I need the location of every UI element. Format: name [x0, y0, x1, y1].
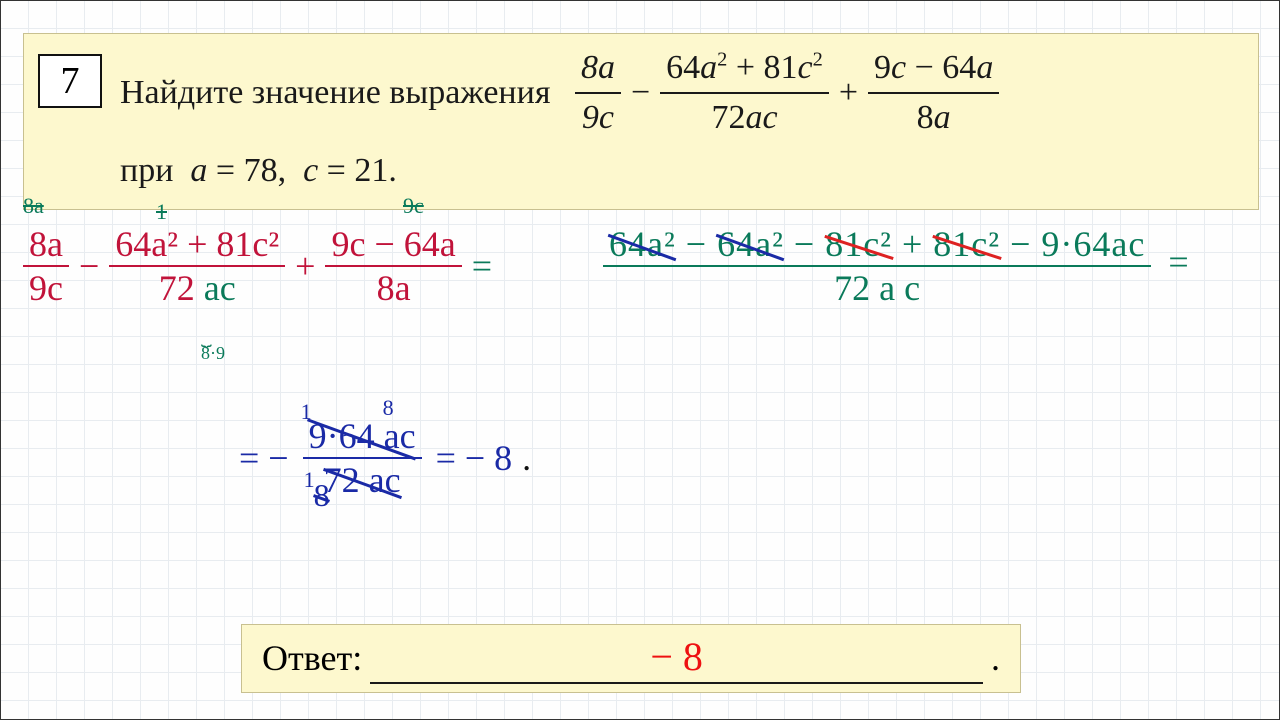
hw-minus: −	[79, 245, 99, 287]
answer-period: .	[991, 637, 1000, 679]
hw-multiplier-right: 9c	[403, 193, 424, 219]
problem-expression: Найдите значение выражения 8a 9c − 64a2 …	[120, 44, 1003, 141]
problem-box: 7 Найдите значение выражения 8a 9c − 64a…	[23, 33, 1259, 210]
hw-lhs: 8a 9c − 64a² + 81c² 72 ac + 9c − 64a 8a …	[19, 223, 492, 309]
hw-frac1: 8a 9c	[23, 223, 69, 309]
hw-multiplier-mid: 1	[156, 199, 167, 225]
problem-text: Найдите значение выражения 8a 9c − 64a2 …	[120, 44, 1003, 195]
hw-line2-num: 1 8 9·64 ac	[303, 415, 422, 457]
problem-number-box: 7	[38, 54, 102, 108]
hw-line2: = − 1 8 9·64 ac 1 8 72 ac = − 8 .	[239, 415, 531, 501]
problem-condition: при a = 78, c = 21.	[120, 147, 1003, 195]
hw-line2-suffix: = − 8	[436, 437, 513, 479]
hw-line2-den: 1 8 72 ac	[318, 459, 407, 501]
hw-frac3: 9c − 64a 8a	[325, 223, 461, 309]
hw-rhs: 64a² − 64a² − 81c² + 81c² − 9·64ac 72 a …	[599, 223, 1189, 309]
frac-3-num: 9c − 64a	[868, 44, 999, 92]
frac-3-den: 8a	[911, 94, 957, 142]
frac-2-den: 72ac	[705, 94, 783, 142]
hw-plus: +	[295, 245, 315, 287]
hw-line2-dot: .	[522, 437, 531, 479]
hw-rhs-den: 72 a c	[828, 267, 926, 309]
hw-line2-prefix: = −	[239, 437, 289, 479]
frac-1-num: 8a	[575, 44, 621, 92]
frac-2-num: 64a2 + 81c2	[660, 44, 829, 92]
frac-2: 64a2 + 81c2 72ac	[660, 44, 829, 141]
frac-1-den: 9c	[576, 94, 620, 142]
problem-number: 7	[61, 59, 80, 103]
answer-box: Ответ: − 8 .	[241, 624, 1021, 693]
hw-rhs-num: 64a² − 64a² − 81c² + 81c² − 9·64ac	[603, 223, 1151, 265]
answer-label: Ответ:	[262, 637, 362, 679]
problem-lead: Найдите значение выражения	[120, 69, 550, 117]
plus-sign: +	[839, 69, 858, 117]
hw-multiplier-left: 8a	[23, 193, 44, 219]
hw-frac2: 64a² + 81c² 72 ac	[109, 223, 285, 309]
frac-3: 9c − 64a 8a	[868, 44, 999, 141]
minus-sign: −	[631, 69, 650, 117]
answer-value: − 8	[370, 633, 983, 684]
hw-line2-frac: 1 8 9·64 ac 1 8 72 ac	[303, 415, 422, 501]
hw-eq1: =	[472, 245, 492, 287]
hw-note-72-text: 8·9	[201, 343, 225, 364]
hw-rhs-frac: 64a² − 64a² − 81c² + 81c² − 9·64ac 72 a …	[603, 223, 1151, 309]
frac-1: 8a 9c	[575, 44, 621, 141]
